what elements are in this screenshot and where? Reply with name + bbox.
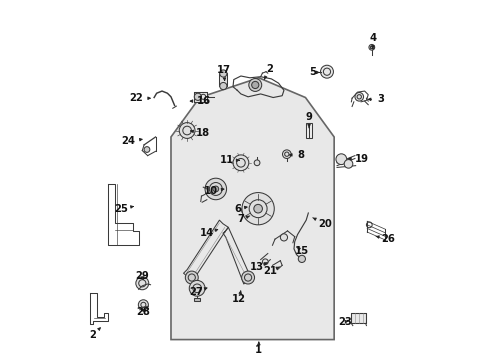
Circle shape <box>144 147 149 152</box>
Circle shape <box>262 259 267 265</box>
Text: 25: 25 <box>114 204 133 214</box>
Circle shape <box>254 160 260 166</box>
Text: 3: 3 <box>367 94 383 104</box>
Circle shape <box>241 271 254 284</box>
Circle shape <box>251 81 258 89</box>
Bar <box>351 314 365 323</box>
Circle shape <box>189 280 204 296</box>
Circle shape <box>138 300 148 310</box>
Circle shape <box>219 82 226 90</box>
Circle shape <box>212 186 218 192</box>
Bar <box>193 92 207 102</box>
Circle shape <box>248 78 261 91</box>
Text: 14: 14 <box>200 228 217 238</box>
Text: 13: 13 <box>250 262 266 272</box>
Text: 19: 19 <box>348 154 368 164</box>
Text: 18: 18 <box>190 128 210 138</box>
Circle shape <box>185 271 198 284</box>
Circle shape <box>233 155 248 171</box>
Text: 12: 12 <box>232 291 245 304</box>
Text: 7: 7 <box>237 215 249 224</box>
Bar <box>194 298 200 301</box>
Text: 27: 27 <box>189 287 206 297</box>
Circle shape <box>194 93 201 100</box>
Circle shape <box>219 70 226 77</box>
Circle shape <box>320 65 333 78</box>
Text: 20: 20 <box>312 218 331 229</box>
Text: 1: 1 <box>255 342 262 355</box>
Bar <box>351 314 365 323</box>
Text: 8: 8 <box>289 150 304 160</box>
Bar <box>193 92 207 102</box>
Text: 22: 22 <box>129 93 150 103</box>
Circle shape <box>344 159 352 168</box>
Circle shape <box>280 234 287 241</box>
Circle shape <box>179 123 195 138</box>
Circle shape <box>368 44 374 50</box>
Circle shape <box>242 193 274 225</box>
Text: 24: 24 <box>121 136 142 146</box>
Text: 6: 6 <box>233 204 246 214</box>
Text: 16: 16 <box>190 96 211 106</box>
Text: 15: 15 <box>294 246 308 256</box>
Text: 26: 26 <box>375 234 395 244</box>
Circle shape <box>136 277 148 290</box>
Text: 29: 29 <box>135 271 149 281</box>
Circle shape <box>204 178 226 200</box>
Text: 9: 9 <box>305 112 312 128</box>
Bar <box>369 46 373 48</box>
Bar <box>219 73 227 86</box>
Circle shape <box>244 210 250 215</box>
Text: 2: 2 <box>264 64 272 79</box>
Circle shape <box>282 150 290 158</box>
Text: 11: 11 <box>219 155 239 165</box>
Circle shape <box>335 154 346 165</box>
Circle shape <box>298 255 305 262</box>
Circle shape <box>253 204 262 213</box>
Text: 17: 17 <box>216 64 230 81</box>
Text: 23: 23 <box>338 317 351 327</box>
Bar <box>305 123 311 138</box>
Text: 28: 28 <box>136 307 150 316</box>
Text: 10: 10 <box>203 186 224 196</box>
Text: 4: 4 <box>368 33 376 49</box>
Text: 21: 21 <box>262 266 279 276</box>
Text: 5: 5 <box>308 67 318 77</box>
Text: 2: 2 <box>89 328 100 340</box>
Polygon shape <box>171 78 333 339</box>
Circle shape <box>354 93 363 101</box>
Circle shape <box>241 207 248 214</box>
